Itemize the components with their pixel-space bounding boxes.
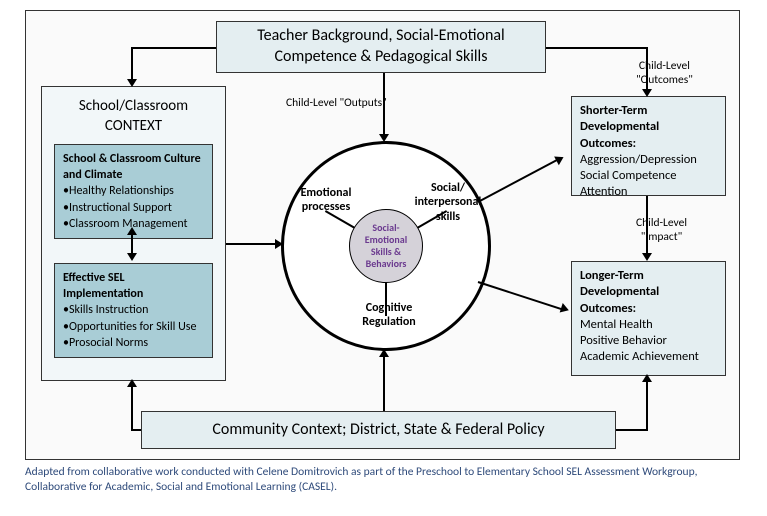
segment-cognitive: Cognitive Regulation — [349, 301, 429, 330]
longer-item: Mental Health — [580, 317, 717, 333]
shorter-term-box: Shorter-Term Developmental Outcomes: Agg… — [571, 96, 726, 196]
arrow-bottom-to-circle — [383, 356, 385, 411]
shorter-item: Social Competence — [580, 168, 717, 184]
context-internal-arrow — [131, 234, 133, 254]
longer-item: Academic Achievement — [580, 349, 717, 365]
arrow-shorter-to-longer — [646, 196, 648, 254]
teacher-background-text: Teacher Background, Social-Emotional Com… — [225, 26, 537, 68]
arrow-head-right-icon — [554, 153, 566, 166]
context-title-line2: CONTEXT — [105, 117, 162, 135]
arrow-head-up-icon — [127, 379, 137, 387]
arrow-bottom-to-longer-h — [616, 429, 648, 431]
culture-item: •Healthy Relationships — [63, 183, 204, 199]
arrow-head-down-icon — [127, 253, 137, 261]
core-text: Social- Emotional Skills & Behaviors — [365, 222, 407, 270]
community-context-text: Community Context; District, State & Fed… — [212, 420, 544, 441]
shorter-header: Shorter-Term Developmental Outcomes: — [580, 103, 717, 152]
arrow-top-to-shorter-v — [646, 47, 648, 91]
child-level-outputs-label: Child-Level "Outputs" — [286, 96, 387, 110]
culture-header: School & Classroom Culture and Climate — [63, 151, 204, 183]
arrow-top-to-shorter-h — [546, 47, 646, 49]
arrow-head-up-icon — [127, 227, 137, 235]
context-title: School/Classroom CONTEXT — [50, 93, 217, 144]
segment-emotional: Emotional processes — [291, 186, 361, 215]
child-level-impact-label: Child-Level"Impact" — [636, 216, 687, 244]
center-circle-group: Social- Emotional Skills & Behaviors Emo… — [281, 141, 491, 351]
sel-implementation-box: Effective SEL Implementation •Skills Ins… — [54, 263, 213, 358]
culture-item: •Instructional Support — [63, 200, 204, 216]
arrow-bottom-to-context-v — [131, 386, 133, 431]
sel-item: •Opportunities for Skill Use — [63, 319, 204, 335]
community-context-box: Community Context; District, State & Fed… — [141, 411, 616, 449]
arrow-head-down-icon — [127, 79, 137, 87]
child-level-outcomes-label: Child-Level"Outcomes" — [636, 59, 693, 87]
arrow-head-up-icon — [379, 349, 389, 357]
diagram-panel: Teacher Background, Social-Emotional Com… — [25, 10, 740, 460]
arrow-top-to-context-v — [131, 47, 133, 81]
arrow-head-down-icon — [642, 253, 652, 261]
shorter-item: Attention — [580, 184, 717, 200]
arrow-top-to-circle — [383, 73, 385, 135]
arrow-head-down-icon — [379, 134, 389, 142]
arrow-bottom-to-longer-v — [646, 381, 648, 431]
caption-text: Adapted from collaborative work conducte… — [25, 465, 725, 495]
arrow-head-up-icon — [642, 374, 652, 382]
arrow-top-to-context-h — [131, 47, 216, 49]
shorter-item: Aggression/Depression — [580, 152, 717, 168]
longer-term-box: Longer-Term Developmental Outcomes: Ment… — [571, 261, 726, 376]
sel-item: •Skills Instruction — [63, 302, 204, 318]
longer-header: Longer-Term Developmental Outcomes: — [580, 268, 717, 317]
longer-item: Positive Behavior — [580, 333, 717, 349]
sel-item: •Prosocial Norms — [63, 335, 204, 351]
culture-climate-box: School & Classroom Culture and Climate •… — [54, 144, 213, 239]
teacher-background-box: Teacher Background, Social-Emotional Com… — [216, 21, 546, 73]
arrow-head-right-icon — [275, 239, 283, 249]
context-title-line1: School/Classroom — [79, 97, 188, 115]
segment-social: Social/ interpersonal skills — [409, 181, 487, 224]
arrow-head-down-icon — [642, 89, 652, 97]
sel-header: Effective SEL Implementation — [63, 270, 204, 302]
arrow-context-to-circle — [226, 243, 276, 245]
arrow-head-right-icon — [560, 303, 571, 315]
